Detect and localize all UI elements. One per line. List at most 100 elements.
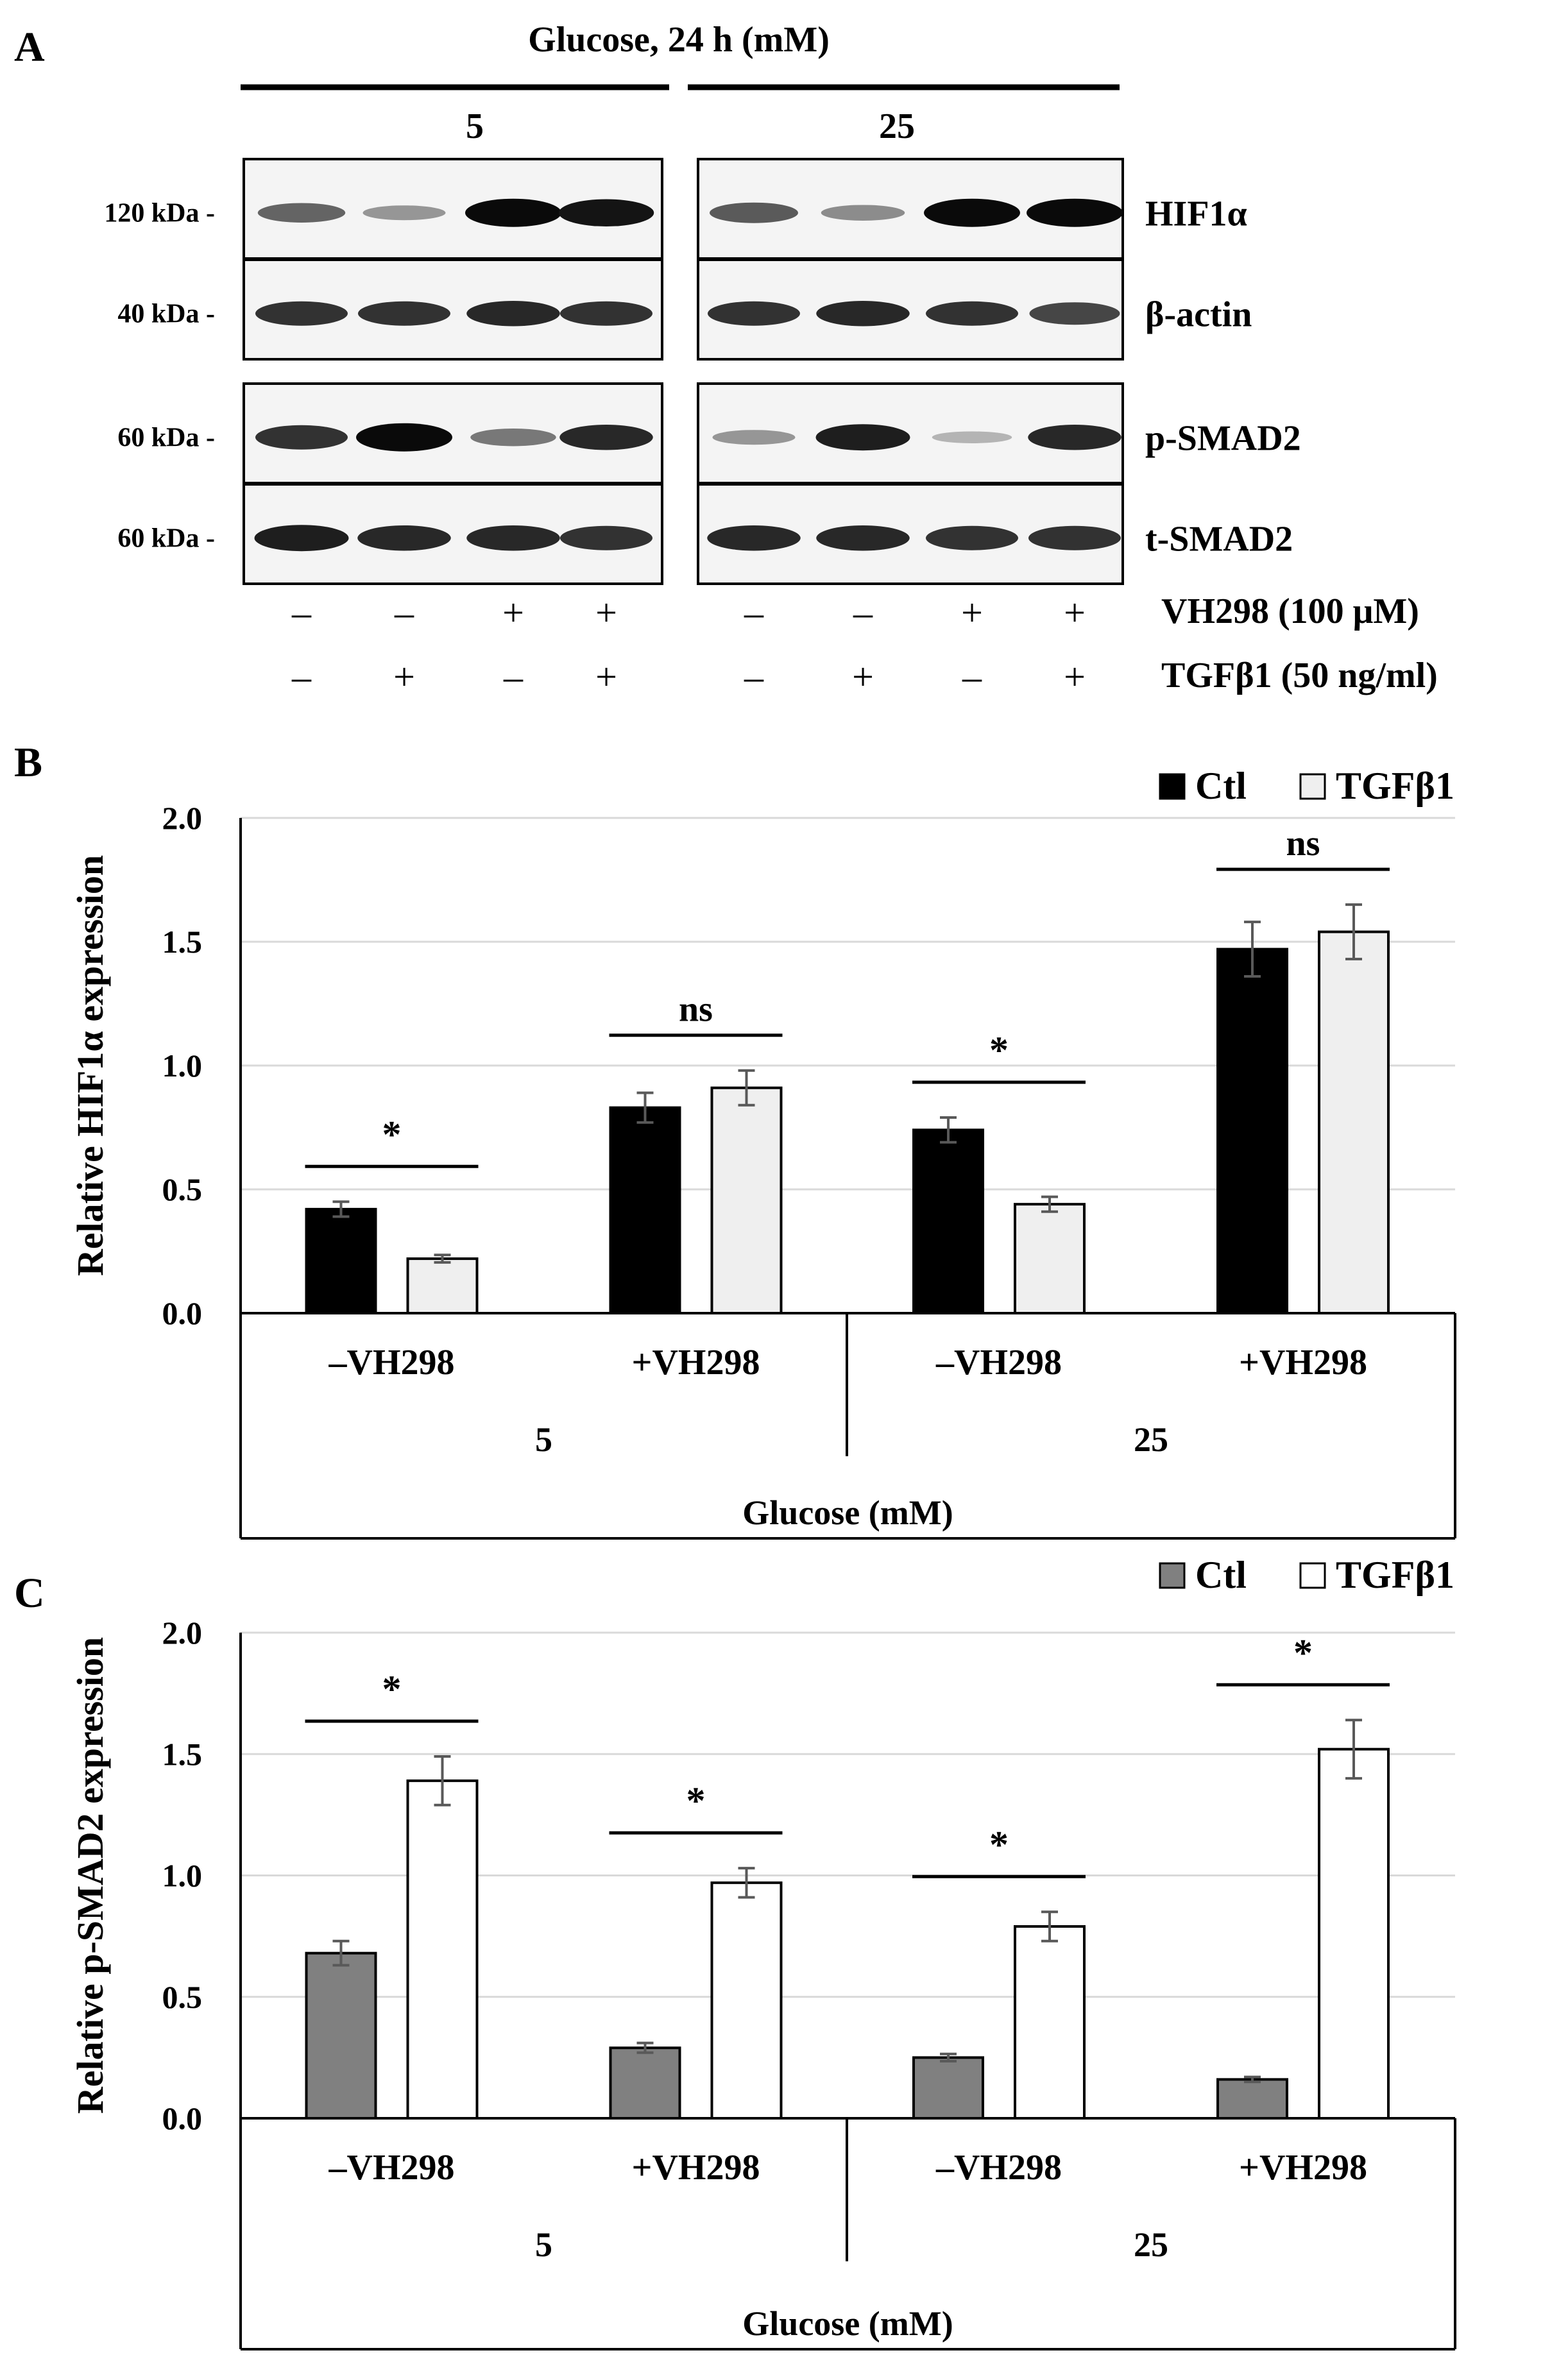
significance-mark: *	[382, 1113, 402, 1155]
legend-label: TGFβ1	[1336, 765, 1454, 807]
blot-protein-label: t-SMAD2	[1145, 520, 1293, 559]
blot-band	[708, 301, 800, 326]
legend-swatch	[1159, 1562, 1186, 1589]
treatment-sign: +	[502, 591, 524, 634]
treatment-sign: +	[852, 656, 874, 698]
blot-protein-label: HIF1α	[1145, 194, 1247, 234]
bar-ctl	[912, 1128, 984, 1314]
bar-tgfb1	[1014, 1925, 1086, 2120]
significance-mark: *	[989, 1029, 1009, 1071]
y-axis-label: Relative HIF1α expression	[69, 855, 111, 1276]
treatment-sign: –	[394, 591, 414, 634]
blot-band	[821, 205, 905, 221]
treatment-sign: –	[744, 656, 764, 698]
treatment-sign: +	[1064, 591, 1086, 634]
bar-tgfb1	[1014, 1203, 1086, 1315]
blot-band	[926, 301, 1018, 326]
blot-band	[924, 198, 1020, 227]
significance-mark: *	[382, 1668, 402, 1710]
x-group-label: 25	[1134, 2225, 1168, 2264]
bar-tgfb1	[406, 1779, 479, 2120]
y-tick-label: 1.5	[162, 924, 203, 960]
blot-band	[254, 525, 349, 552]
panel-letter-a: A	[14, 24, 45, 71]
y-tick-label: 0.0	[162, 2100, 203, 2136]
y-tick-label: 1.0	[162, 1858, 203, 1894]
x-category-label: –VH298	[328, 2148, 455, 2188]
x-category-label: +VH298	[632, 1343, 760, 1382]
legend-label: Ctl	[1195, 765, 1247, 807]
blot-band	[470, 428, 556, 446]
y-axis-label: Relative p-SMAD2 expression	[69, 1637, 111, 2114]
group-label-25: 25	[879, 106, 915, 146]
bar-ctl	[305, 1207, 377, 1314]
treatment-sign: +	[1064, 656, 1086, 698]
mw-marker: 60 kDa -	[117, 524, 215, 554]
x-axis-label: Glucose (mM)	[742, 1493, 953, 1532]
bar-tgfb1	[1318, 930, 1390, 1315]
significance-mark: ns	[1286, 824, 1320, 863]
significance-mark: *	[1293, 1631, 1313, 1674]
blot-band	[1028, 424, 1121, 450]
blot-band	[710, 202, 798, 223]
blot-band	[466, 525, 560, 551]
treatment-sign: –	[503, 656, 524, 698]
mw-marker: 60 kDa -	[117, 423, 215, 453]
treatment-sign: +	[595, 656, 617, 698]
panel-letter-b: B	[14, 739, 42, 786]
blot-band	[257, 203, 346, 223]
x-group-label: 5	[535, 2225, 552, 2264]
x-category-label: –VH298	[935, 2148, 1062, 2188]
significance-mark: ns	[679, 990, 713, 1030]
bar-ctl	[912, 2056, 984, 2120]
mw-marker: 120 kDa -	[104, 199, 215, 228]
blot-band	[1027, 198, 1123, 227]
x-group-label: 25	[1134, 1420, 1168, 1459]
blot-protein-label: p-SMAD2	[1145, 419, 1301, 459]
blot-band	[816, 300, 910, 327]
x-category-label: –VH298	[935, 1343, 1062, 1382]
bar-ctl	[1216, 948, 1288, 1314]
significance-mark: *	[686, 1780, 706, 1822]
bar-ctl	[609, 1106, 681, 1314]
treatment-sign: –	[962, 656, 982, 698]
panel-letter-c: C	[14, 1570, 45, 1617]
legend-label: TGFβ1	[1336, 1554, 1454, 1596]
bar-tgfb1	[406, 1257, 479, 1314]
blot-band	[707, 525, 801, 551]
treatment-sign: –	[291, 656, 312, 698]
treatment-sign: –	[853, 591, 873, 634]
treatment-label: VH298 (100 μM)	[1161, 591, 1419, 631]
y-tick-label: 2.0	[162, 800, 203, 836]
x-axis-label: Glucose (mM)	[742, 2304, 953, 2343]
blot-band	[356, 423, 452, 452]
group-label-5: 5	[466, 106, 484, 146]
significance-mark: *	[989, 1823, 1009, 1866]
blot-band	[560, 301, 652, 326]
treatment-sign: –	[744, 591, 764, 634]
bar-tgfb1	[710, 1881, 783, 2120]
blot-band	[926, 525, 1018, 550]
x-category-label: +VH298	[632, 2148, 760, 2188]
blot-band	[255, 301, 348, 326]
legend-label: Ctl	[1195, 1554, 1247, 1596]
blot-band	[466, 300, 560, 327]
treatment-sign: –	[291, 591, 312, 634]
bar-ctl	[305, 1951, 377, 2120]
treatment-sign: +	[595, 591, 617, 634]
blot-band	[932, 431, 1012, 443]
y-tick-label: 1.0	[162, 1048, 203, 1084]
treatment-label: TGFβ1 (50 ng/ml)	[1161, 656, 1438, 695]
x-category-label: –VH298	[328, 1343, 455, 1382]
bar-tgfb1	[710, 1086, 783, 1314]
legend-swatch	[1299, 773, 1326, 800]
y-tick-label: 2.0	[162, 1615, 203, 1651]
treatment-sign: +	[961, 591, 983, 634]
legend-swatch	[1299, 1562, 1326, 1589]
blot-header: Glucose, 24 h (mM)	[528, 20, 830, 60]
y-tick-label: 0.5	[162, 1979, 203, 2015]
blot-band	[465, 198, 561, 227]
blot-band	[358, 301, 450, 326]
y-tick-label: 0.5	[162, 1171, 203, 1207]
